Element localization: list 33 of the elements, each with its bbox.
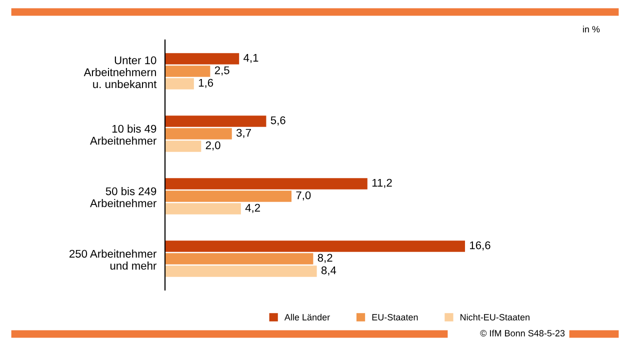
bar (165, 266, 317, 277)
bar (165, 190, 292, 202)
bar (165, 78, 194, 90)
text: © IfM Bonn S48-5-23 (480, 330, 565, 336)
data-label: 1,6 (198, 78, 214, 88)
legend-label: EU-Staaten (372, 314, 418, 320)
legend-label: Nicht-EU-Staaten (460, 314, 530, 320)
data-label: 11,2 (372, 178, 392, 188)
data-label: 7,0 (296, 191, 311, 201)
bar (165, 240, 465, 252)
data-label: 8,2 (318, 254, 332, 264)
data-label: 2,5 (214, 66, 230, 76)
bar (165, 203, 241, 214)
data-label: 2,0 (206, 141, 220, 151)
bar (165, 116, 266, 127)
data-label: 4,2 (245, 204, 260, 214)
bar (165, 253, 314, 264)
bar (165, 128, 232, 140)
legend-label: Alle Länder (284, 314, 330, 320)
bar (165, 178, 368, 190)
y-tick-label: 50 bis 249 Arbeitnehmer (90, 187, 156, 208)
data-label: 5,6 (270, 116, 286, 126)
bar (165, 66, 210, 77)
text: in % (583, 26, 600, 32)
bar (165, 53, 240, 64)
data-label: 3,7 (236, 128, 251, 138)
data-label: 8,4 (321, 266, 336, 276)
y-tick-label: Unter 10 Arbeitnehmern u. unbekannt (84, 56, 157, 88)
data-label: 4,1 (244, 54, 258, 64)
data-label: 16,6 (470, 241, 490, 251)
bar (165, 140, 202, 152)
y-tick-label: 250 Arbeitnehmer und mehr (70, 250, 156, 270)
y-tick-label: 10 bis 49 Arbeitnehmer (90, 124, 156, 145)
